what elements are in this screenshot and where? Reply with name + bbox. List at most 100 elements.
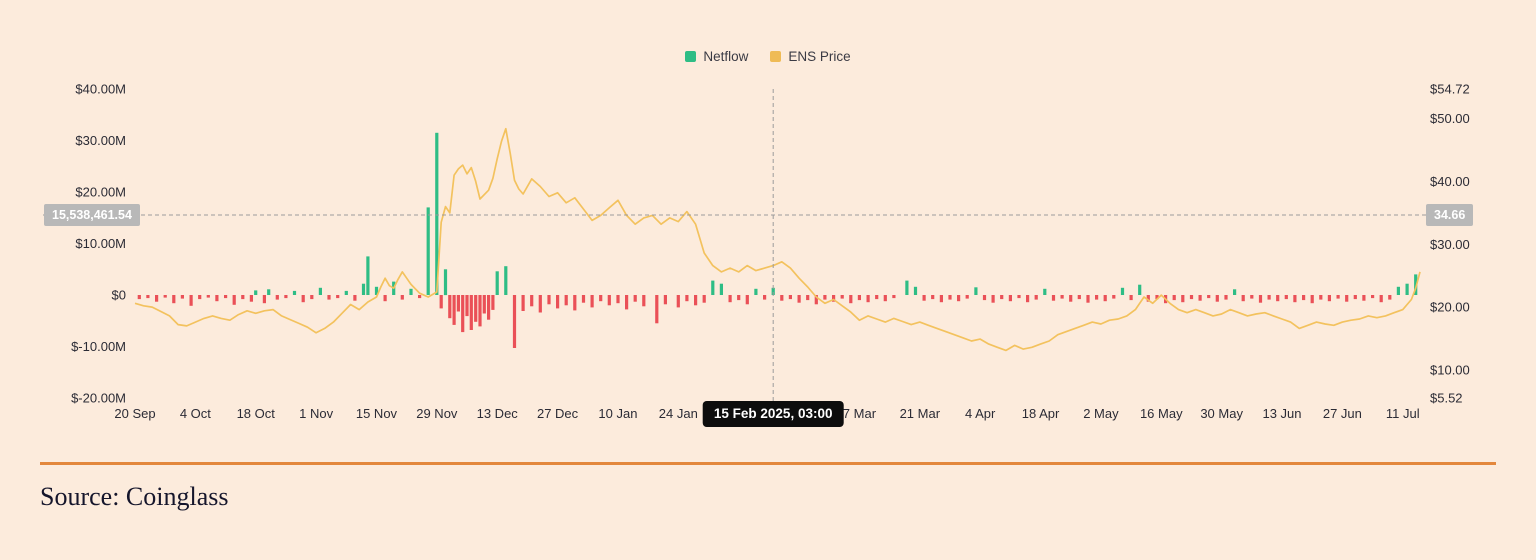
ens-price-swatch-icon bbox=[770, 51, 782, 62]
netflow-bar bbox=[267, 289, 271, 295]
x-axis-tick: 29 Nov bbox=[416, 406, 458, 421]
chart-panel: $40.00M $30.00M $20.00M $10.00M $0 $-10.00M $-… bbox=[0, 0, 1536, 440]
chart-canvas[interactable]: $40.00M $30.00M $20.00M $10.00M $0 $-10.00M $-… bbox=[0, 0, 1536, 440]
ens-price-line bbox=[134, 127, 1421, 352]
left-axis-tick: $-10.00M bbox=[71, 339, 126, 354]
netflow-bar bbox=[374, 286, 379, 295]
netflow-bar bbox=[452, 295, 456, 325]
netflow-bar bbox=[685, 295, 689, 302]
netflow-bar bbox=[1276, 295, 1280, 302]
netflow-bar bbox=[573, 295, 577, 311]
netflow-bar bbox=[1258, 295, 1263, 303]
netflow-bar bbox=[547, 295, 551, 305]
netflow-bar bbox=[137, 295, 141, 300]
netflow-bar bbox=[1362, 295, 1366, 301]
x-axis-tick: 4 Apr bbox=[965, 406, 996, 421]
netflow-bar bbox=[633, 295, 637, 302]
netflow-bar bbox=[461, 295, 465, 333]
netflow-bar bbox=[1345, 295, 1349, 302]
crosshair-left-value-badge: 15,538,461.54 bbox=[44, 203, 140, 226]
netflow-bar bbox=[189, 295, 193, 306]
netflow-bar bbox=[1414, 274, 1418, 295]
right-axis-tick: $10.00 bbox=[1430, 362, 1470, 377]
legend-label-ens-price: ENS Price bbox=[788, 49, 851, 64]
legend-item-ens-price[interactable]: ENS Price bbox=[770, 49, 851, 64]
netflow-bar bbox=[913, 286, 918, 295]
netflow-bar bbox=[474, 295, 478, 322]
x-axis-tick: 18 Oct bbox=[237, 406, 276, 421]
netflow-bar bbox=[1293, 295, 1297, 303]
x-axis-tick: 4 Oct bbox=[180, 406, 211, 421]
crosshair-right-value-badge: 34.66 bbox=[1426, 203, 1474, 226]
right-axis-tick: $30.00 bbox=[1430, 237, 1470, 252]
netflow-bar bbox=[1086, 295, 1090, 303]
netflow-bar bbox=[875, 295, 879, 300]
left-axis-tick: $40.00M bbox=[75, 82, 126, 97]
netflow-bar bbox=[1181, 295, 1185, 303]
netflow-bar bbox=[788, 295, 792, 300]
netflow-bar bbox=[465, 295, 469, 317]
netflow-bar bbox=[857, 295, 861, 301]
legend-item-netflow[interactable]: Netflow bbox=[685, 49, 748, 64]
netflow-bar bbox=[737, 295, 741, 301]
netflow-bar bbox=[965, 295, 969, 299]
netflow-bar bbox=[939, 295, 943, 303]
legend-label-netflow: Netflow bbox=[703, 49, 749, 64]
netflow-bar bbox=[180, 295, 184, 299]
netflow-bar bbox=[905, 280, 909, 295]
netflow-bar bbox=[443, 269, 448, 296]
netflow-bar bbox=[1371, 295, 1375, 299]
netflow-bar bbox=[1008, 295, 1012, 302]
netflow-bar bbox=[198, 295, 202, 300]
netflow-bar bbox=[849, 295, 853, 304]
netflow-bar bbox=[224, 295, 228, 299]
netflow-bar bbox=[1302, 295, 1306, 301]
crosshair-date-tooltip: 15 Feb 2025, 03:00 bbox=[702, 401, 844, 427]
netflow-bar bbox=[206, 295, 210, 298]
netflow-bar bbox=[254, 290, 258, 295]
netflow-bar bbox=[642, 295, 646, 307]
netflow-bar bbox=[974, 287, 978, 295]
netflow-bar bbox=[556, 295, 560, 309]
netflow-bar bbox=[1310, 295, 1314, 304]
x-axis-tick: 21 Mar bbox=[900, 406, 941, 421]
netflow-bar bbox=[840, 295, 844, 299]
netflow-bar bbox=[366, 256, 370, 295]
netflow-bar bbox=[931, 295, 935, 300]
netflow-bar bbox=[418, 295, 422, 299]
source-caption: Source: Coinglass bbox=[40, 482, 229, 511]
netflow-bar bbox=[512, 295, 517, 348]
netflow-bar bbox=[763, 295, 767, 300]
netflow-bar bbox=[353, 295, 357, 301]
netflow-bar bbox=[292, 290, 297, 295]
netflow-bar bbox=[284, 295, 288, 299]
x-axis-tick: 1 Nov bbox=[299, 406, 333, 421]
netflow-bar bbox=[344, 290, 348, 295]
left-axis-tick: $10.00M bbox=[75, 236, 126, 251]
netflow-bar bbox=[155, 295, 159, 302]
netflow-bar bbox=[1000, 295, 1004, 300]
netflow-bar bbox=[215, 295, 219, 302]
netflow-bar bbox=[172, 295, 176, 304]
netflow-bar bbox=[957, 295, 961, 302]
netflow-bar bbox=[275, 295, 279, 300]
netflow-bar bbox=[655, 295, 659, 324]
netflow-bar bbox=[538, 295, 542, 313]
netflow-bar bbox=[482, 295, 486, 314]
netflow-bar bbox=[163, 295, 167, 298]
netflow-bar bbox=[823, 295, 827, 300]
left-axis-tick: $30.00M bbox=[75, 133, 126, 148]
netflow-bar bbox=[241, 295, 245, 300]
netflow-bar bbox=[1241, 295, 1245, 302]
netflow-bar bbox=[1319, 295, 1323, 300]
netflow-bar bbox=[336, 295, 340, 299]
netflow-bar bbox=[676, 295, 680, 308]
netflow-bar bbox=[814, 295, 818, 305]
netflow-bar bbox=[301, 295, 305, 303]
netflow-bar bbox=[1388, 295, 1392, 300]
netflow-bar bbox=[504, 266, 508, 295]
netflow-bar bbox=[866, 295, 870, 303]
netflow-bar bbox=[806, 295, 810, 301]
x-axis-tick: 27 Dec bbox=[537, 406, 579, 421]
